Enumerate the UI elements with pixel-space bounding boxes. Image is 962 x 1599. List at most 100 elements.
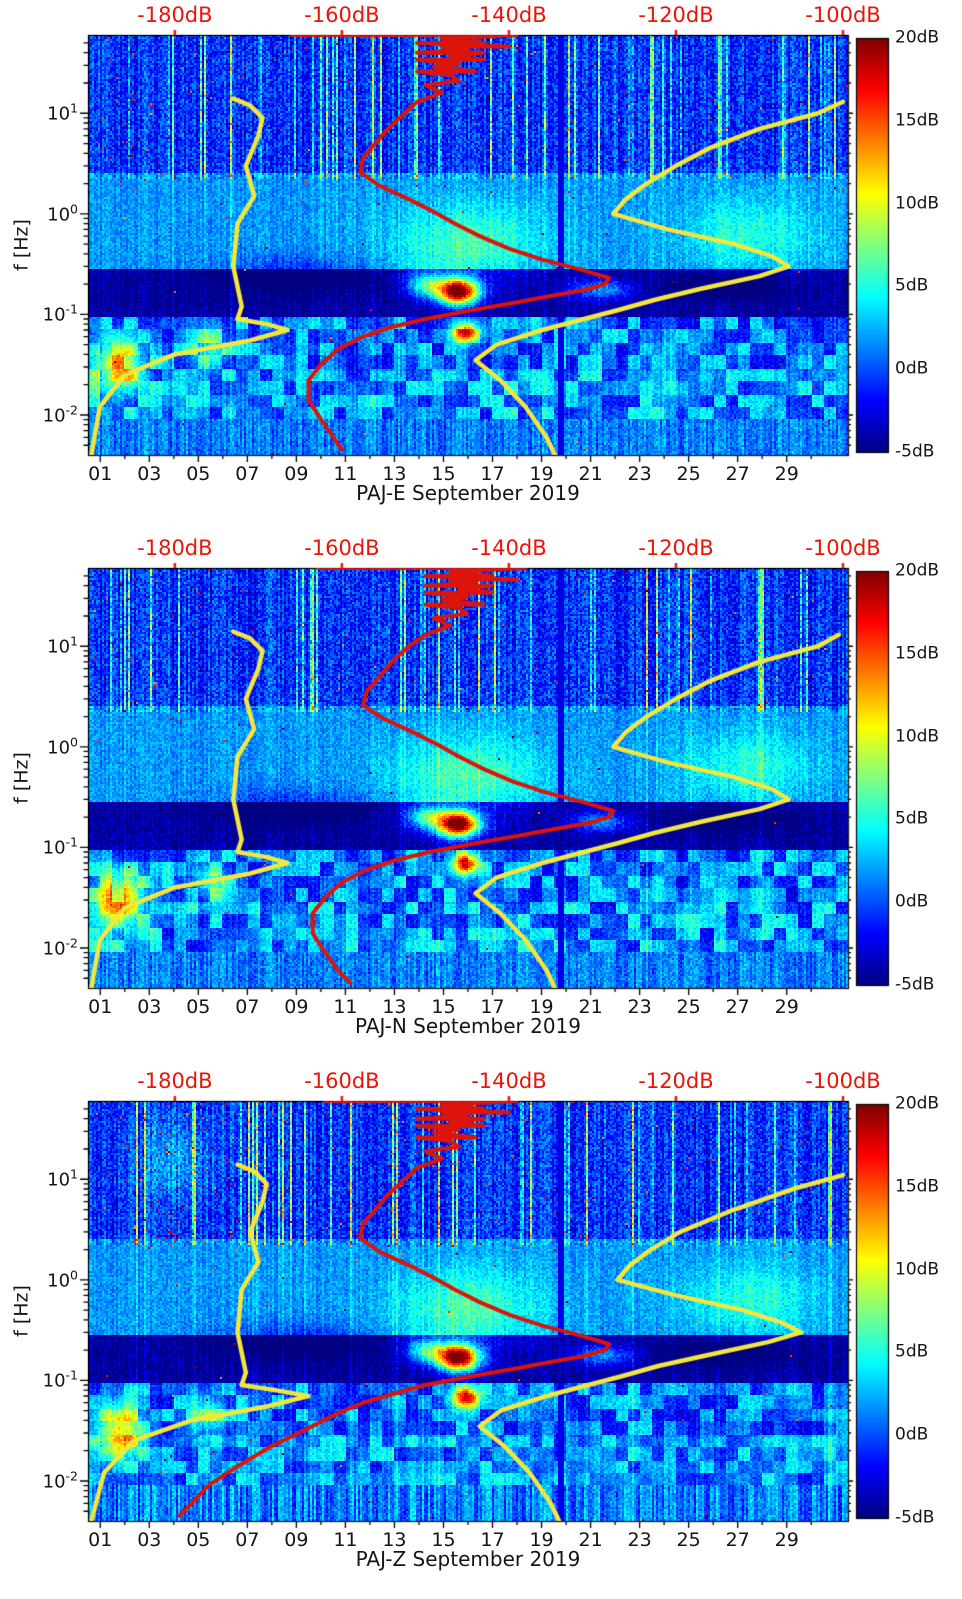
x-tick-label: 23 [627,996,652,1018]
colorbar-tick-label: 10dB [895,1259,940,1280]
y-tick-label: 10-2 [42,402,78,427]
x-tick-label: 07 [235,1529,260,1551]
colorbar-tick-label: 20dB [895,27,940,48]
top-axis-tick-label: -160dB [304,536,380,560]
colorbar-tick-label: 15dB [895,643,940,664]
panel-title: PAJ-Z September 2019 [355,1547,581,1571]
colorbar-tick-label: 15dB [895,110,940,131]
y-tick-label: 101 [47,1166,78,1191]
x-tick-label: 07 [235,996,260,1018]
x-tick-label: 07 [235,463,260,485]
top-axis-tick-label: -120dB [638,536,714,560]
y-axis-label: f [Hz] [10,219,33,271]
x-tick-label: 09 [284,996,309,1018]
colorbar-tick-label: 20dB [895,1093,940,1114]
x-tick-label: 17 [480,996,505,1018]
y-tick-label: 10-2 [42,935,78,960]
x-tick-label: 17 [480,463,505,485]
x-tick-label: 11 [333,1529,358,1551]
spectrogram-panel-paj-n: f [Hz] PAJ-N September 2019 -180dB -160dB… [0,533,962,1066]
x-tick-label: 27 [725,996,750,1018]
colorbar-tick-label: -5dB [895,441,935,462]
y-axis-label: f [Hz] [10,1285,33,1337]
y-tick-label: 100 [47,1267,78,1292]
y-tick-label: 101 [47,100,78,125]
x-tick-label: 03 [137,996,162,1018]
x-tick-label: 05 [186,1529,211,1551]
colorbar-tick-label: 5dB [895,275,929,296]
x-tick-label: 19 [529,1529,554,1551]
spectrogram-panel-paj-e: f [Hz] PAJ-E September 2019 -180dB -160dB… [0,0,962,533]
x-tick-label: 05 [186,463,211,485]
colorbar-tick-label: 0dB [895,891,929,912]
top-axis-tick-label: -160dB [304,3,380,27]
x-tick-label: 09 [284,463,309,485]
x-tick-label: 03 [137,463,162,485]
axes-and-psd-overlay [0,533,962,1066]
top-axis-tick-label: -160dB [304,1069,380,1093]
top-axis-tick-label: -140dB [471,1069,547,1093]
x-tick-label: 25 [676,996,701,1018]
axes-and-psd-overlay [0,1066,962,1599]
x-tick-label: 21 [578,1529,603,1551]
y-tick-label: 100 [47,201,78,226]
top-axis-tick-label: -140dB [471,536,547,560]
x-tick-label: 29 [774,1529,799,1551]
colorbar-tick-label: 10dB [895,193,940,214]
x-tick-label: 01 [88,463,113,485]
x-tick-label: 03 [137,1529,162,1551]
y-tick-label: 10-2 [42,1468,78,1493]
x-tick-label: 23 [627,463,652,485]
x-tick-label: 13 [382,1529,407,1551]
x-tick-label: 13 [382,996,407,1018]
x-tick-label: 01 [88,996,113,1018]
y-tick-label: 10-1 [42,834,78,859]
axes-and-psd-overlay [0,0,962,533]
x-tick-label: 15 [431,1529,456,1551]
colorbar-tick-label: 20dB [895,560,940,581]
top-axis-tick-label: -180dB [137,536,213,560]
x-tick-label: 13 [382,463,407,485]
x-tick-label: 19 [529,996,554,1018]
panel-title: PAJ-E September 2019 [356,481,580,505]
x-tick-label: 19 [529,463,554,485]
top-axis-tick-label: -180dB [137,1069,213,1093]
x-tick-label: 25 [676,1529,701,1551]
x-tick-label: 23 [627,1529,652,1551]
x-tick-label: 01 [88,1529,113,1551]
x-tick-label: 11 [333,996,358,1018]
top-axis-tick-label: -120dB [638,3,714,27]
x-tick-label: 15 [431,996,456,1018]
x-tick-label: 05 [186,996,211,1018]
colorbar-tick-label: 5dB [895,1341,929,1362]
top-axis-tick-label: -100dB [805,536,881,560]
colorbar-tick-label: 0dB [895,358,929,379]
y-tick-label: 101 [47,633,78,658]
top-axis-tick-label: -100dB [805,3,881,27]
x-tick-label: 27 [725,1529,750,1551]
x-tick-label: 21 [578,996,603,1018]
colorbar-tick-label: -5dB [895,1507,935,1528]
x-tick-label: 15 [431,463,456,485]
x-tick-label: 09 [284,1529,309,1551]
x-tick-label: 29 [774,996,799,1018]
colorbar-tick-label: 15dB [895,1176,940,1197]
panel-title: PAJ-N September 2019 [355,1014,581,1038]
x-tick-label: 25 [676,463,701,485]
x-tick-label: 29 [774,463,799,485]
x-tick-label: 17 [480,1529,505,1551]
top-axis-tick-label: -140dB [471,3,547,27]
y-tick-label: 10-1 [42,301,78,326]
x-tick-label: 27 [725,463,750,485]
colorbar-tick-label: 10dB [895,726,940,747]
top-axis-tick-label: -180dB [137,3,213,27]
y-tick-label: 10-1 [42,1367,78,1392]
top-axis-tick-label: -120dB [638,1069,714,1093]
colorbar-tick-label: 0dB [895,1424,929,1445]
colorbar-tick-label: -5dB [895,974,935,995]
top-axis-tick-label: -100dB [805,1069,881,1093]
y-tick-label: 100 [47,734,78,759]
x-tick-label: 11 [333,463,358,485]
colorbar-tick-label: 5dB [895,808,929,829]
